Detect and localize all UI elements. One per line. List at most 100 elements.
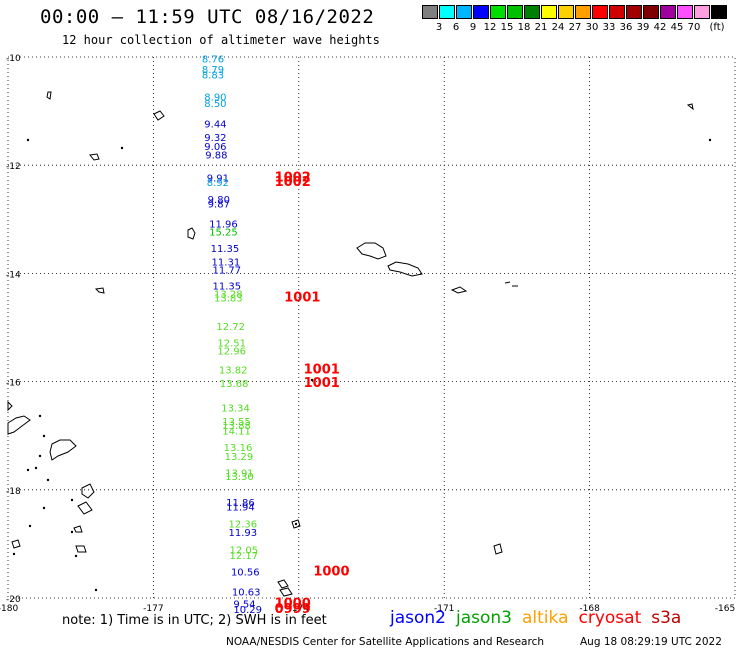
islet-dot (74, 554, 78, 558)
legend-label: 27 (568, 22, 582, 33)
coastline-atoll-3 (89, 153, 100, 161)
lat-lon-grid: -10 -12 -14 -16 -18 -20-180 -177 -174 -171 -168 -1… (0, 54, 736, 614)
coastline-atoll-2 (46, 91, 52, 100)
wave-height-label: 9.32 (204, 133, 226, 144)
satellite-legend: jason2 jason3 altika cryosat s3a (390, 608, 691, 628)
wave-height-label: 11.93 (229, 528, 258, 539)
coastline-fiji-lau-4 (11, 539, 21, 549)
islet-dot (42, 506, 46, 510)
wave-height-label: 9.06 (204, 142, 226, 153)
legend-swatch (507, 5, 523, 19)
legend-label: 45 (670, 22, 684, 33)
pressure-label: 1001 (304, 376, 340, 391)
wave-height-label: 10.56 (231, 567, 260, 578)
wave-height-label: 13.34 (221, 403, 250, 414)
legend-label: 30 (585, 22, 599, 33)
lon-tick-label: -168 (579, 604, 600, 614)
lon-tick-label: -171 (434, 604, 454, 614)
wave-height-label: 13.83 (214, 294, 243, 305)
footer-timestamp: Aug 18 08:29:19 UTC 2022 (580, 636, 722, 648)
wave-height-label: 12.51 (217, 338, 246, 349)
islet-dot (12, 552, 16, 556)
footer-credit: NOAA/NESDIS Center for Satellite Applica… (226, 636, 544, 648)
wave-height-label: 13.82 (219, 365, 248, 376)
pressure-label: 0999 (275, 602, 311, 617)
legend-label: 21 (534, 22, 548, 33)
wave-height-label: 12.96 (217, 347, 246, 358)
lat-tick-label: -18 (6, 487, 21, 497)
wave-height-label: 11.94 (226, 502, 255, 513)
islet-dot (34, 466, 38, 470)
legend-swatch (439, 5, 455, 19)
coastline-savaii (387, 261, 423, 277)
satellite-name: jason2 (390, 608, 446, 628)
wave-height-label: 11.86 (226, 498, 255, 509)
legend-swatch (694, 5, 710, 19)
coastline-upolu (356, 242, 387, 260)
legend-label: 39 (636, 22, 650, 33)
legend-swatch (490, 5, 506, 19)
satellite-name: cryosat (578, 608, 642, 628)
wave-height-label: 15.25 (209, 228, 238, 239)
legend-swatch (524, 5, 540, 19)
coastline-fiji-vanua (7, 415, 31, 435)
wave-height-label: 9.88 (205, 151, 227, 162)
islet-dot (28, 524, 32, 528)
wave-height-label: 8.92 (207, 178, 229, 189)
legend-label: (ft) (709, 22, 725, 33)
coastlines (7, 91, 694, 597)
pressure-label: 1002 (275, 175, 311, 190)
wave-height-label: 13.88 (222, 421, 251, 432)
islet-dot (310, 378, 314, 382)
legend-label: 18 (517, 22, 531, 33)
wave-height-label: 8.79 (202, 65, 224, 76)
coastline-manua (504, 281, 518, 287)
wave-height-label: 11.77 (213, 265, 242, 276)
legend-swatch (541, 5, 557, 19)
lon-tick-label: -180 (0, 604, 18, 614)
coastline-atoll-5 (686, 103, 694, 111)
legend-label: 33 (602, 22, 616, 33)
legend-label: 15 (500, 22, 514, 33)
wave-height-label: 9.80 (208, 195, 230, 206)
islet-dot (120, 146, 124, 150)
coastline-atoll-4 (94, 287, 105, 294)
legend-swatch (575, 5, 591, 19)
wave-height-label: 9.44 (204, 119, 226, 130)
wave-height-label: 12.05 (229, 546, 258, 557)
lat-tick-label: -10 (6, 54, 21, 64)
islet-dot (708, 138, 712, 142)
wave-height-label: 13.91 (225, 468, 254, 479)
coastline-atoll-1 (153, 110, 165, 121)
wave-height-label: 13.28 (214, 290, 243, 301)
islet-dot (38, 454, 42, 458)
islet-dot (294, 522, 298, 526)
legend-label: 42 (653, 22, 667, 33)
coastline-fiji-lau-2 (81, 483, 95, 499)
legend-swatch (558, 5, 574, 19)
legend-label: 3 (435, 22, 443, 33)
coastline-fiji-lau-5 (75, 545, 87, 553)
wave-height-label: 8.76 (202, 54, 224, 65)
wave-height-label: 9.91 (207, 173, 229, 184)
coastline-tutuila (450, 286, 468, 294)
wave-height-label: 12.72 (216, 322, 245, 333)
islet-dot (38, 414, 42, 418)
small-islets (12, 138, 712, 592)
wave-height-label: 11.31 (212, 257, 241, 268)
legend-swatch (609, 5, 625, 19)
wave-height-label: 12.17 (229, 551, 258, 562)
wave-height-label: 10.63 (232, 587, 261, 598)
lat-tick-label: -16 (6, 379, 21, 389)
map-frame (7, 56, 736, 599)
wave-height-label: 14.11 (222, 427, 251, 438)
legend-swatch (592, 5, 608, 19)
coastline-fiji-lau-6 (73, 525, 83, 533)
pressure-label: 1000 (275, 597, 311, 612)
map-subtitle: 12 hour collection of altimeter wave hei… (62, 33, 380, 47)
lon-tick-label: -174 (289, 604, 310, 614)
coastline-tonga-2 (493, 543, 503, 555)
lat-tick-label: -12 (6, 162, 21, 172)
wave-height-label: 8.83 (202, 71, 224, 82)
wave-height-label: 13.29 (225, 452, 254, 463)
